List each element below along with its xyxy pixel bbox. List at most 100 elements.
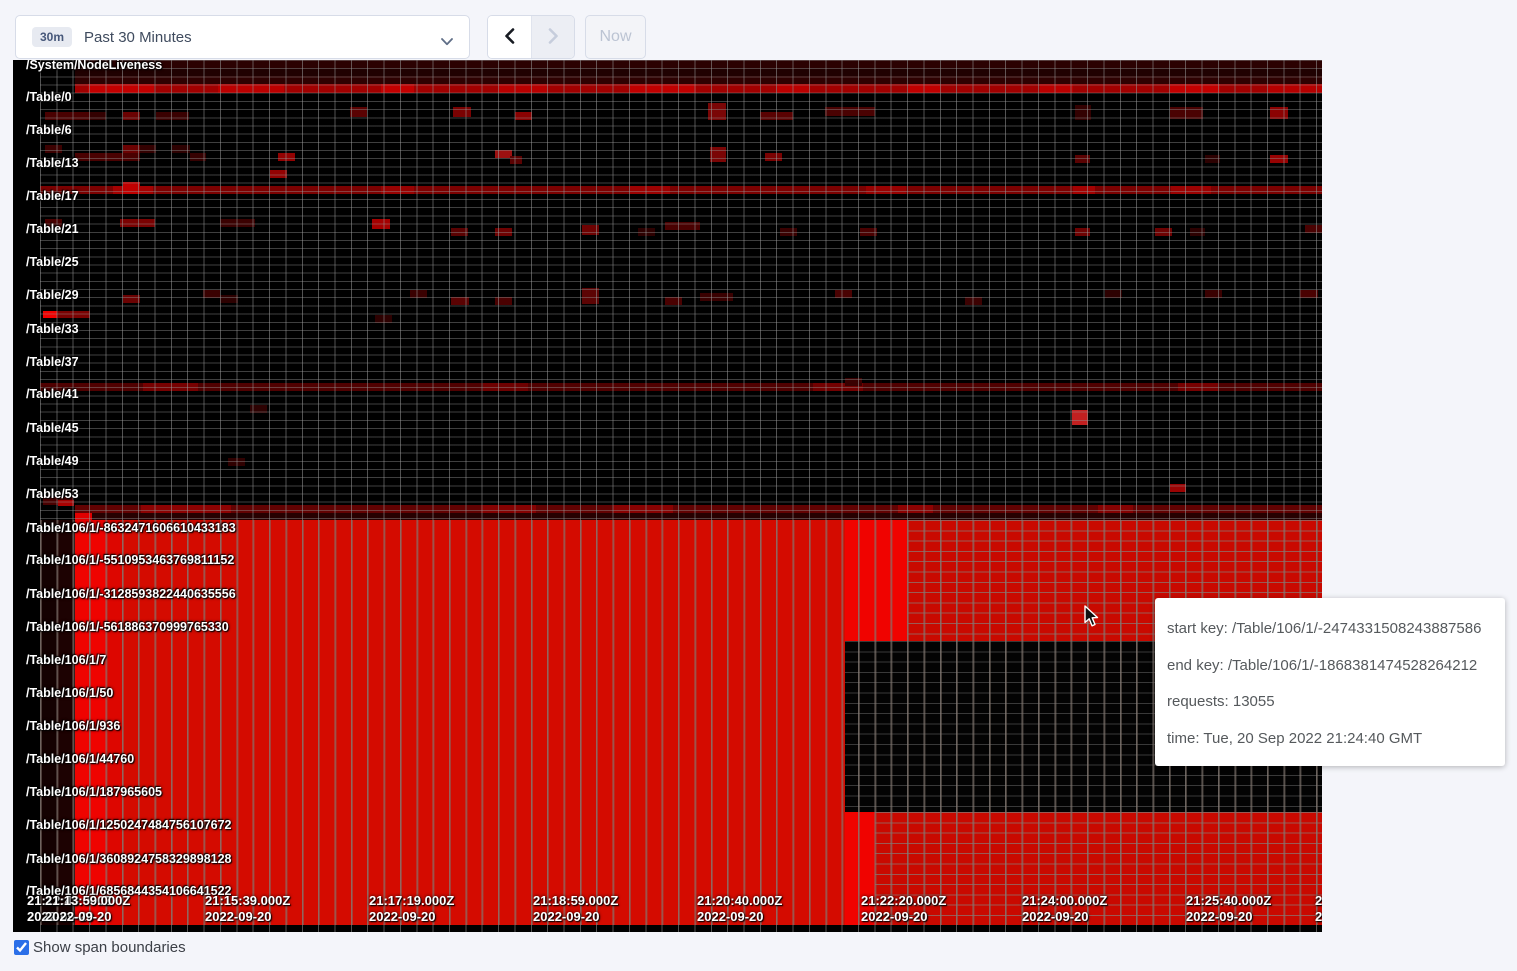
heatmap-cell [123,182,140,194]
heatmap-cell [1155,228,1172,236]
heatmap-cell [495,228,512,236]
heatmap-axis-date: 2022-09-20 [369,909,436,924]
heatmap-row-label: /Table/6 [26,123,72,137]
heatmap-cell [453,107,471,117]
heatmap-cell [381,186,414,194]
tooltip-requests: requests: 13055 [1167,693,1275,710]
heatmap-cell [638,228,655,236]
heatmap-axis-time: 2 [1315,893,1322,908]
heatmap-cell [1105,290,1122,298]
heatmap-row-label: /Table/41 [26,387,79,401]
heatmap-cell [510,156,522,164]
heatmap-cell [665,297,682,305]
heatmap-cell [451,228,468,236]
heatmap-row-label: /Table/106/1/-3128593822440635556 [26,587,236,601]
heatmap-row-label: /Table/21 [26,222,79,236]
heatmap-canvas[interactable]: /System/NodeLiveness/Table/0/Table/6/Tab… [13,60,1322,932]
heatmap-row-label: /Table/106/1/7 [26,653,107,667]
heatmap-row-label: /Table/0 [26,90,72,104]
heatmap-row-label: /Table/17 [26,189,79,203]
heatmap-axis-time: 21:22:20.000Z [861,893,947,908]
heatmap-cell [483,383,528,391]
heatmap-cell [498,84,548,93]
heatmap-cell [451,297,469,305]
heatmap-cell [582,225,599,235]
show-span-boundaries-label: Show span boundaries [33,939,186,956]
heatmap-region [40,186,1322,194]
next-time-button[interactable] [531,16,574,58]
heatmap-axis-date: 2022-09-20 [205,909,272,924]
heatmap-row-label: /Table/25 [26,255,79,269]
heatmap-cell [75,513,92,520]
heatmap-cell [1268,84,1322,93]
heatmap-cell [1170,84,1220,93]
heatmap-cell [495,297,512,305]
tooltip-start-key: start key: /Table/106/1/-247433150824388… [1167,620,1482,637]
heatmap-cell [218,84,284,93]
chevron-left-icon [504,27,516,47]
heatmap-cell [845,378,862,386]
heatmap-axis-date: 2022-09-20 [533,909,600,924]
heatmap-cell [45,145,62,153]
heatmap-region [75,76,1322,84]
now-button[interactable]: Now [585,15,646,59]
heatmap-axis-date: 2022-09-20 [861,909,928,924]
heatmap-axis-date: 2 [1315,909,1322,924]
heatmap-cell [780,228,797,236]
heatmap-cell [190,153,206,161]
heatmap-cell [777,84,810,93]
heatmap-cell [1170,107,1203,119]
heatmap-cell [908,84,941,93]
heatmap-cell [700,293,733,301]
heatmap-cell [582,288,599,304]
heatmap-cell [613,505,673,513]
heatmap-cell [375,315,392,323]
time-nav-group [487,15,575,59]
time-range-dropdown[interactable]: 30m Past 30 Minutes [15,15,470,59]
heatmap-cell [710,147,726,162]
prev-time-button[interactable] [488,16,531,58]
time-range-label: Past 30 Minutes [84,28,192,46]
heatmap-row-label: /Table/106/1/1250247484756107672 [26,818,232,832]
heatmap-cell [665,222,700,230]
heatmap-region [40,383,1322,391]
heatmap-axis-time: 21:13:59.000Z [45,893,131,908]
heatmap-cell [123,112,140,120]
heatmap-region [875,812,1322,925]
heatmap-cell [1072,410,1088,425]
heatmap-cell [1098,505,1133,513]
show-span-boundaries-checkbox[interactable] [14,940,29,955]
show-span-boundaries-toggle[interactable]: Show span boundaries [14,939,186,956]
heatmap-cell [898,505,933,513]
heatmap-region [75,505,1322,513]
heatmap-cell [203,290,220,298]
heatmap-axis-date: 2022-09-20 [1186,909,1253,924]
heatmap-cell [708,103,726,120]
heatmap-cell [965,297,982,305]
heatmap-cell [630,186,670,194]
heatmap-cell [120,219,155,227]
heatmap-cell [410,290,427,298]
heatmap-row-label: /Table/106/1/44760 [26,752,135,766]
heatmap-cell [1178,383,1218,391]
heatmap-cell [45,112,90,120]
heatmap-cell [250,405,267,413]
heatmap-cell [1270,107,1288,119]
heatmap-row-label: /Table/106/1/-5510953463769811152 [26,553,235,567]
heatmap-cell [1171,186,1211,194]
heatmap-row-label: /Table/53 [26,487,79,501]
heatmap-cell [1205,290,1222,298]
heatmap-cell [57,311,90,318]
heatmap-cell [1300,290,1318,298]
heatmap-row-label: /Table/45 [26,421,79,435]
heatmap-cell [866,186,906,194]
heatmap-row-label: /System/NodeLiveness [26,60,163,72]
heatmap-cell [156,112,189,120]
heatmap-cell [172,145,190,153]
heatmap-horizontal-gridlines [40,60,1322,520]
heatmap-cell [220,219,255,227]
heatmap-cell [630,84,696,93]
heatmap-cell [381,84,414,93]
heatmap-cell [350,107,367,117]
